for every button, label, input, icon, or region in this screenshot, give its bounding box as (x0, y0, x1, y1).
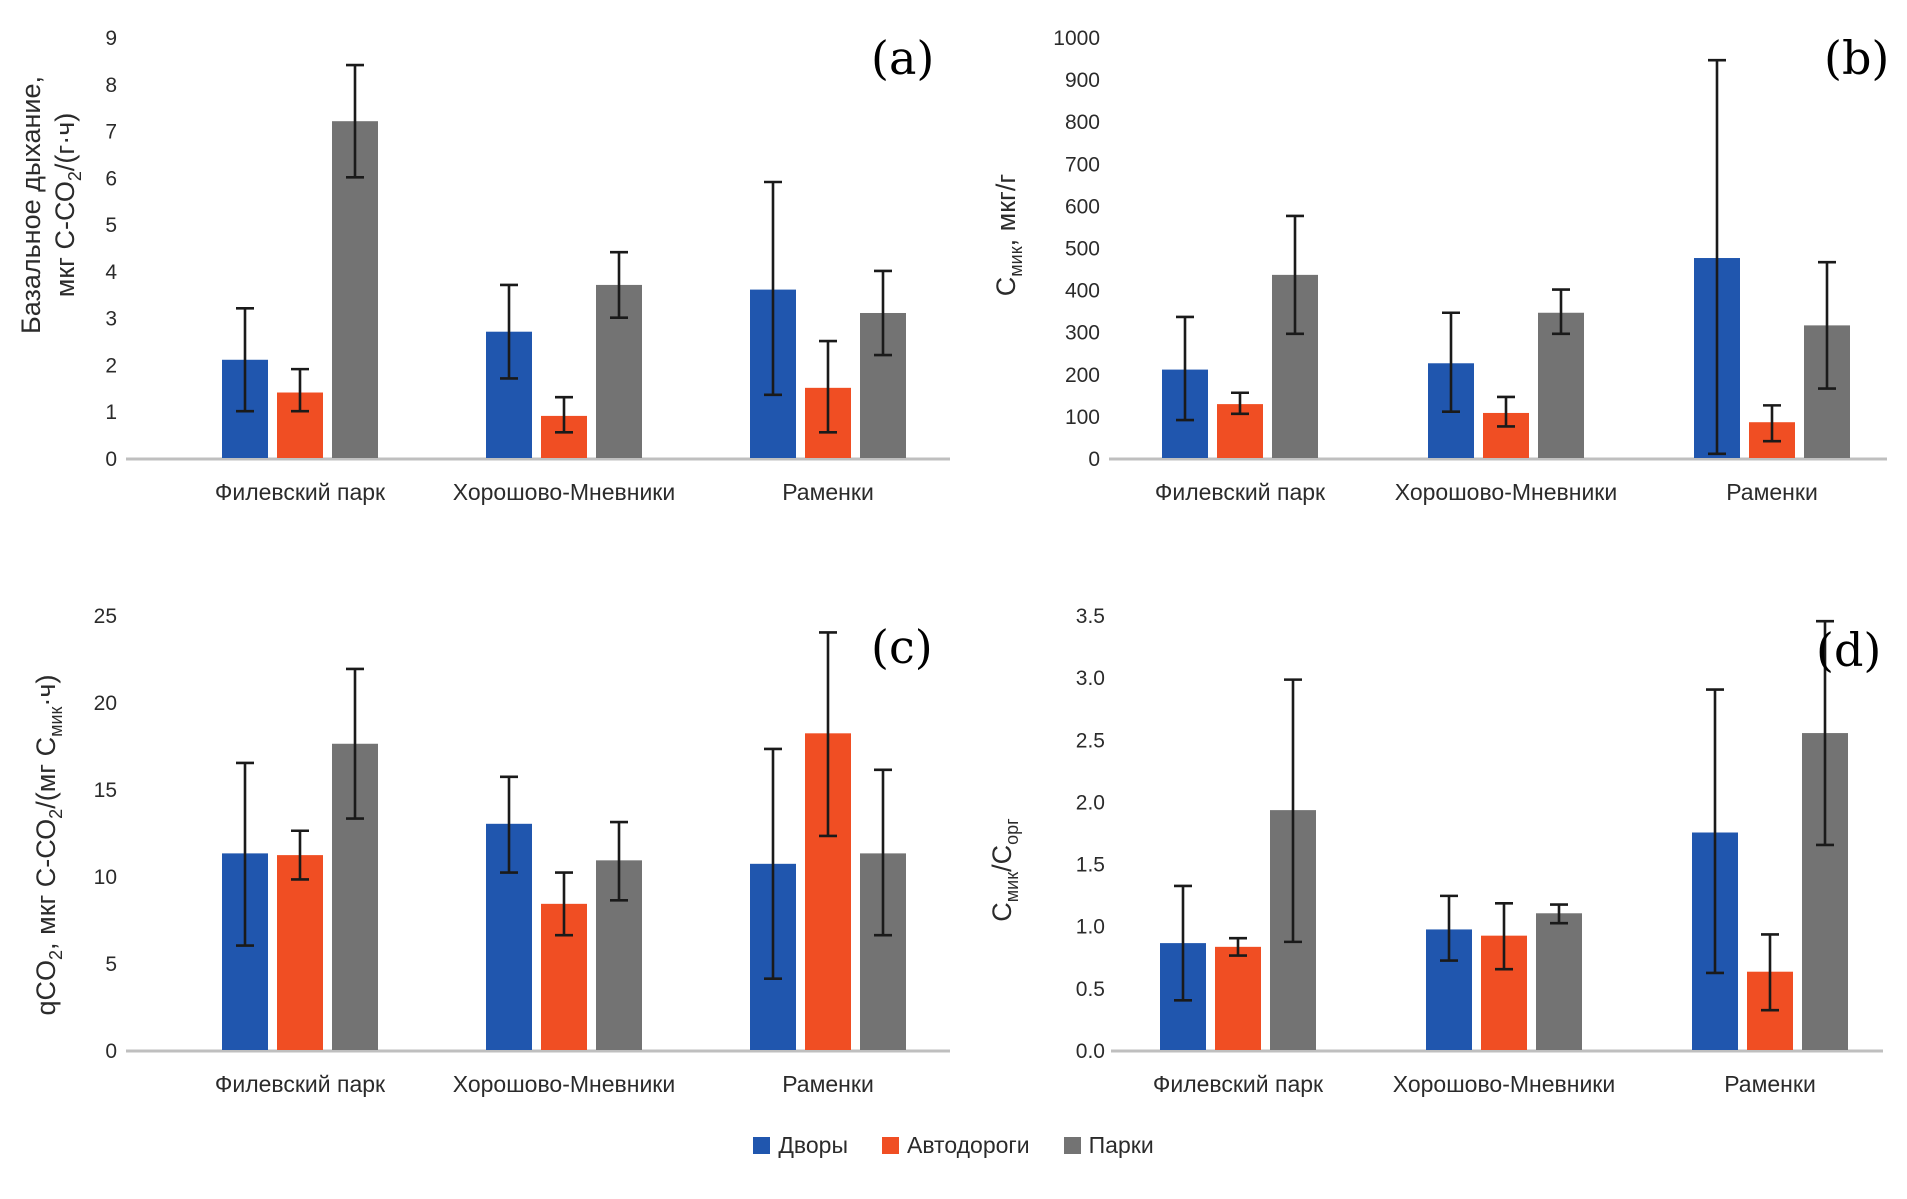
y-axis-tick-label: 20 (94, 692, 117, 715)
x-category-label: Хорошово-Мневники (453, 479, 675, 505)
y-axis-tick-label: 15 (94, 779, 117, 802)
panel-letter: (b) (1824, 31, 1889, 85)
y-axis-tick-label: 800 (1065, 111, 1100, 134)
bar (1215, 946, 1261, 1050)
y-axis-tick-label: 10 (94, 866, 117, 889)
y-axis-tick-label: 1 (105, 401, 117, 424)
legend-label-dvory: Дворы (778, 1132, 848, 1158)
y-axis-label: Cмик/Cорг (987, 818, 1022, 922)
y-axis-tick-label: 900 (1065, 69, 1100, 92)
panel-letter: (c) (871, 620, 933, 674)
y-axis-tick-label: 3 (105, 308, 117, 331)
bar (277, 855, 323, 1050)
panel-letter: (d) (1816, 623, 1881, 677)
x-category-label: Хорошово-Мневники (1395, 479, 1617, 505)
y-axis-tick-label: 100 (1065, 406, 1100, 429)
y-axis-tick-label: 4 (105, 261, 117, 284)
legend: Дворы Автодороги Парки (0, 1132, 1907, 1159)
y-axis-tick-label: 1.5 (1076, 854, 1105, 877)
y-axis-tick-label: 5 (105, 214, 117, 237)
y-axis-tick-label: 0.5 (1076, 978, 1105, 1001)
legend-item-dvory: Дворы (753, 1132, 848, 1159)
y-axis-tick-label: 1.0 (1076, 916, 1105, 939)
chart-microbial-carbon: 0 100 200 300 400 500 600 700 800 900 1000 Филевски… (991, 27, 1889, 505)
x-category-label: Филевский парк (1153, 1071, 1324, 1097)
y-axis-tick-label: 5 (105, 953, 117, 976)
y-axis-tick-label: 1000 (1053, 27, 1100, 50)
legend-label-parki: Парки (1088, 1132, 1154, 1158)
y-axis-tick-label: 0 (105, 1040, 117, 1063)
y-axis-tick-label: 8 (105, 74, 117, 97)
bar (1538, 312, 1584, 458)
y-axis-tick-label: 200 (1065, 364, 1100, 387)
y-axis-tick-label: 2.0 (1076, 791, 1105, 814)
x-category-label: Хорошово-Мневники (453, 1071, 675, 1097)
legend-swatch-parki (1063, 1137, 1081, 1154)
panel-letter: (a) (871, 31, 934, 85)
y-axis-tick-label: 25 (94, 605, 117, 628)
y-axis-tick-label: 700 (1065, 153, 1100, 176)
y-axis-tick-label: 0.0 (1076, 1040, 1105, 1063)
legend-item-parki: Парки (1063, 1132, 1154, 1159)
chart-basal-respiration: 0 1 2 3 4 5 6 7 8 9 Филевский парк Хорошово-Мневник… (16, 27, 950, 505)
x-category-label: Раменки (1724, 1071, 1816, 1097)
x-category-label: Раменки (782, 1071, 874, 1097)
chart-cmic-corg-ratio: 0.0 0.5 1.0 1.5 2.0 2.5 3.0 3.5 Филевский парк Хо… (987, 605, 1883, 1097)
y-axis-tick-label: 7 (105, 121, 117, 144)
y-axis-tick-label: 0 (1088, 448, 1100, 471)
chart-qco2: 0 5 10 15 20 25 Филевский парк Хорошово-Мневник… (31, 605, 950, 1097)
y-axis-tick-label: 0 (105, 448, 117, 471)
x-category-label: Хорошово-Мневники (1393, 1071, 1615, 1097)
y-axis-tick-label: 600 (1065, 195, 1100, 218)
x-category-label: Филевский парк (1155, 479, 1326, 505)
y-axis-tick-label: 400 (1065, 280, 1100, 303)
y-axis-tick-label: 3.5 (1076, 605, 1105, 628)
y-axis-label: Базальное дыхание, (16, 76, 46, 334)
y-axis-label: Cмик, мкг/г (991, 174, 1026, 297)
y-axis-label: мкг С-СО2/(г·ч) (50, 113, 85, 298)
legend-label-avtodorogi: Автодороги (906, 1132, 1030, 1158)
y-axis-tick-label: 300 (1065, 322, 1100, 345)
legend-swatch-avtodorogi (881, 1137, 899, 1154)
y-axis-tick-label: 9 (105, 27, 117, 50)
y-axis-tick-label: 2 (105, 354, 117, 377)
x-category-label: Раменки (1726, 479, 1818, 505)
x-category-label: Филевский парк (215, 1071, 386, 1097)
legend-item-avtodorogi: Автодороги (881, 1132, 1030, 1159)
y-axis-label: qCO2, мкг С-СО2/(мг Смик·ч) (31, 675, 66, 1016)
y-axis-tick-label: 3.0 (1076, 667, 1105, 690)
y-axis-tick-label: 2.5 (1076, 729, 1105, 752)
x-category-label: Филевский парк (215, 479, 386, 505)
x-category-label: Раменки (782, 479, 874, 505)
legend-swatch-dvory (753, 1137, 771, 1154)
y-axis-tick-label: 500 (1065, 238, 1100, 261)
bar (1536, 913, 1582, 1050)
y-axis-tick-label: 6 (105, 167, 117, 190)
